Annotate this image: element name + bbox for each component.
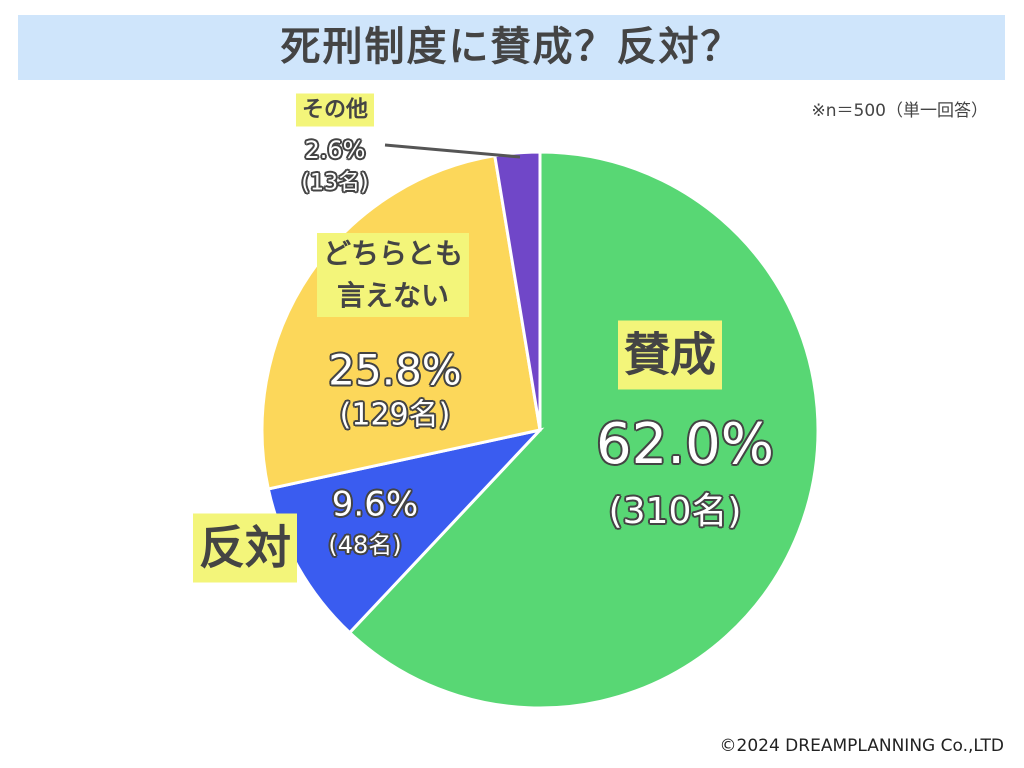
footer: ©2024 DREAMPLANNING Co.,LTD — [719, 736, 1004, 756]
pie-slice — [260, 153, 542, 491]
value-label: 25.8% — [328, 345, 462, 395]
category-label: どちらとも 言えない — [316, 233, 470, 317]
count-label: (48名) — [328, 531, 402, 559]
note: ※n＝500（単一回答） — [811, 101, 988, 121]
count-label: (13名) — [301, 170, 369, 196]
pie-slice — [266, 427, 545, 635]
pie-slice — [347, 150, 820, 710]
category-label: その他 — [295, 93, 375, 127]
count-label: (129名) — [339, 397, 451, 433]
category-label: 賛成 — [618, 320, 722, 390]
chart-title: 死刑制度に賛成？反対？ — [18, 15, 1005, 80]
value-label: 2.6% — [304, 136, 366, 164]
category-label: 反対 — [193, 513, 297, 583]
value-label: 62.0% — [596, 412, 774, 477]
count-label: (310名) — [608, 491, 742, 532]
leader-line — [384, 143, 521, 159]
value-label: 9.6% — [331, 484, 419, 525]
